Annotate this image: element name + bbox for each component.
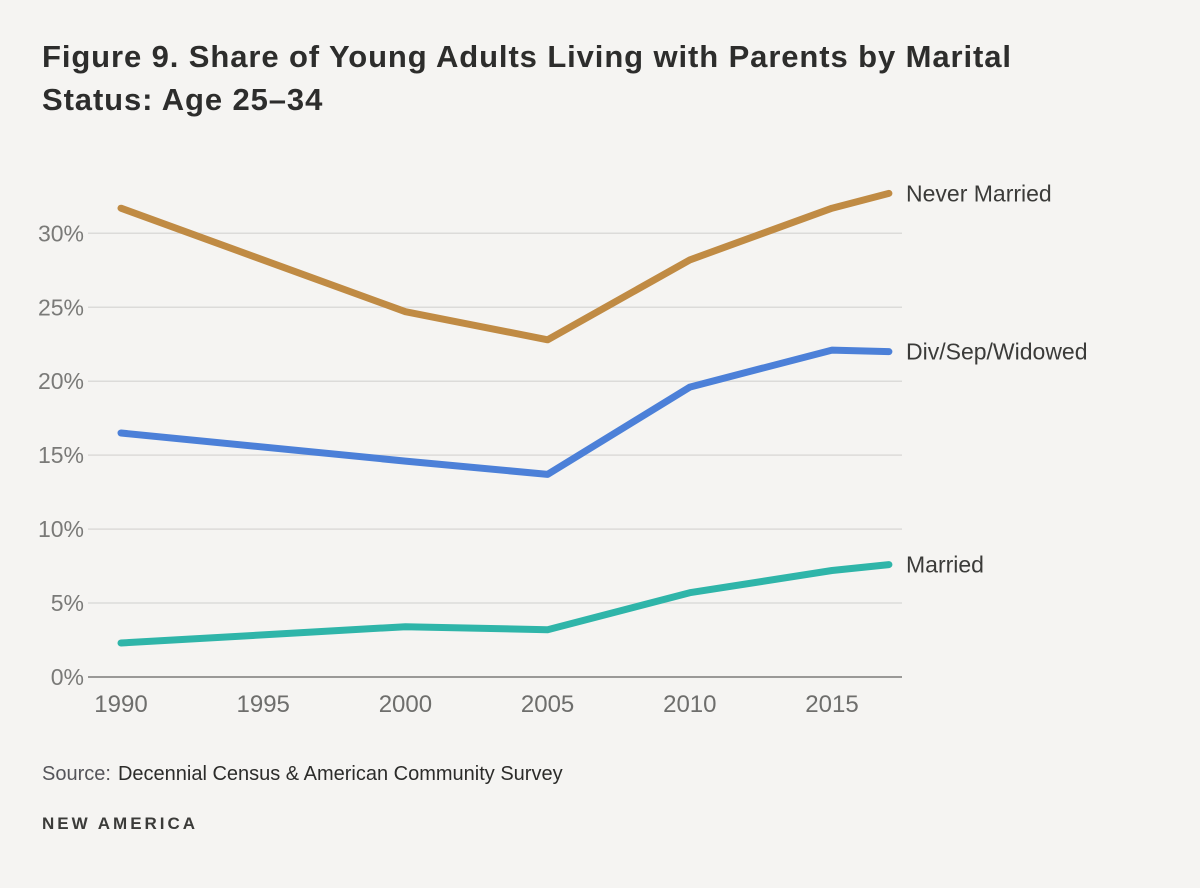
brand-logo: NEW AMERICA [42, 814, 199, 833]
series-line-div-sep-widowed [117, 346, 893, 478]
source-text: Decennial Census & American Community Su… [117, 763, 563, 785]
y-tick-label-20: 20% [38, 368, 84, 394]
y-tick-label-25: 25% [38, 294, 84, 320]
x-tick-label-1995: 1995 [237, 691, 290, 718]
y-tick-label-5: 5% [51, 590, 84, 616]
y-tick-label-0: 0% [51, 664, 84, 690]
series-end-label-married: Married [906, 552, 984, 578]
source-label: Source: [42, 763, 111, 785]
y-tick-label-15: 15% [38, 442, 84, 468]
series-line-married [117, 561, 893, 647]
series-end-label-div-sep-widowed: Div/Sep/Widowed [906, 339, 1088, 365]
series-line-never-married [117, 189, 893, 344]
y-tick-label-10: 10% [38, 516, 84, 542]
x-tick-label-2000: 2000 [379, 691, 432, 718]
x-tick-label-2005: 2005 [521, 691, 574, 718]
x-tick-label-2015: 2015 [805, 691, 858, 718]
x-tick-label-2010: 2010 [663, 691, 716, 718]
y-tick-label-30: 30% [38, 220, 84, 246]
figure-title: Figure 9. Share of Young Adults Living w… [42, 39, 1012, 117]
series-end-label-never-married: Never Married [906, 180, 1052, 206]
x-tick-label-1990: 1990 [94, 691, 147, 718]
source-note: Source: Decennial Census & American Commu… [42, 763, 563, 786]
